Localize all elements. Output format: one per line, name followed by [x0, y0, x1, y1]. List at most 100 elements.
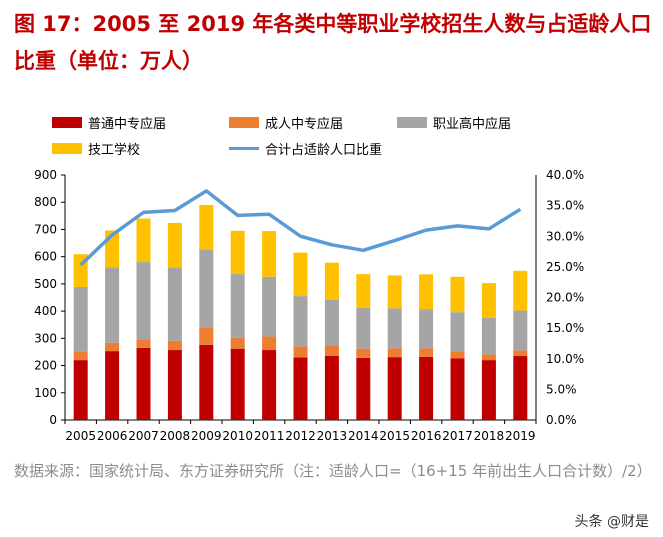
bar-2013-series-2	[324, 299, 339, 346]
y-tick-label: 100	[34, 386, 57, 400]
legend-swatch	[52, 117, 82, 128]
bar-2017-series-0	[450, 358, 465, 420]
y2-tick-label: 20.0%	[546, 291, 584, 305]
x-tick-label: 2009	[191, 429, 222, 443]
y2-tick-label: 5.0%	[546, 382, 577, 396]
bar-2007-series-3	[136, 218, 151, 263]
bar-2018-series-1	[481, 354, 496, 361]
y-tick-label: 500	[34, 277, 57, 291]
bar-2012-series-1	[293, 346, 308, 358]
bar-2010-series-1	[230, 337, 245, 349]
bar-2015-series-1	[387, 348, 402, 358]
bar-2013-series-3	[324, 262, 339, 300]
x-tick-label: 2005	[65, 429, 96, 443]
y-tick-label: 200	[34, 359, 57, 373]
bar-2014-series-0	[356, 357, 371, 420]
legend-label: 普通中专应届	[88, 117, 167, 132]
legend-swatch	[229, 117, 259, 128]
bar-2006-series-2	[105, 267, 120, 343]
x-tick-label: 2016	[411, 429, 442, 443]
x-tick-label: 2006	[97, 429, 128, 443]
x-tick-label: 2015	[379, 429, 410, 443]
legend-swatch	[52, 143, 82, 154]
bar-2009-series-1	[199, 327, 214, 345]
y2-tick-label: 35.0%	[546, 199, 584, 213]
bar-2011-series-2	[262, 276, 277, 337]
bar-2008-series-0	[167, 350, 182, 420]
x-tick-label: 2008	[160, 429, 191, 443]
y-tick-label: 0	[49, 413, 57, 427]
x-tick-label: 2007	[128, 429, 159, 443]
y-tick-label: 600	[34, 250, 57, 264]
bar-2012-series-3	[293, 252, 308, 297]
legend-item-line: 合计占适龄人口比重	[229, 139, 382, 158]
bar-2019-series-2	[513, 310, 528, 351]
bar-2014-series-2	[356, 307, 371, 349]
legend-swatch	[397, 117, 427, 128]
bar-2018-series-3	[481, 283, 496, 318]
bar-2006-series-0	[105, 351, 120, 420]
bar-2015-series-2	[387, 308, 402, 349]
bar-2005-series-1	[73, 351, 88, 361]
bar-2005-series-2	[73, 286, 88, 352]
y2-tick-label: 30.0%	[546, 229, 584, 243]
y2-tick-label: 10.0%	[546, 352, 584, 366]
y2-tick-label: 0.0%	[546, 413, 577, 427]
legend-item-1: 成人中专应届	[229, 113, 343, 132]
x-tick-label: 2017	[442, 429, 473, 443]
x-tick-label: 2018	[474, 429, 505, 443]
y-tick-label: 800	[34, 195, 57, 209]
legend-label: 成人中专应届	[265, 117, 344, 132]
x-tick-label: 2013	[317, 429, 348, 443]
x-tick-label: 2019	[505, 429, 536, 443]
bar-2013-series-1	[324, 345, 339, 356]
bar-2006-series-1	[105, 342, 120, 352]
bar-2016-series-0	[419, 356, 434, 420]
bar-2009-series-2	[199, 249, 214, 328]
bar-2014-series-1	[356, 348, 371, 358]
bar-2008-series-3	[167, 222, 182, 268]
bar-2015-series-3	[387, 275, 402, 309]
bar-2018-series-0	[481, 360, 496, 420]
x-tick-label: 2011	[254, 429, 285, 443]
bar-2010-series-0	[230, 348, 245, 420]
bar-2011-series-1	[262, 336, 277, 351]
y2-tick-label: 15.0%	[546, 321, 584, 335]
legend-item-0: 普通中专应届	[52, 113, 166, 132]
bar-2019-series-0	[513, 356, 528, 420]
bar-2005-series-0	[73, 360, 88, 420]
bar-2010-series-2	[230, 274, 245, 338]
bar-2019-series-3	[513, 270, 528, 311]
bar-2017-series-3	[450, 276, 465, 313]
bar-2016-series-3	[419, 274, 434, 310]
bar-2017-series-1	[450, 351, 465, 359]
bar-2018-series-2	[481, 317, 496, 355]
bar-2011-series-0	[262, 350, 277, 420]
bar-2009-series-0	[199, 344, 214, 420]
bar-2016-series-1	[419, 348, 434, 357]
watermark: 头条 @财是	[574, 514, 649, 530]
chart-title: 图 17：2005 至 2019 年各类中等职业学校招生人数与占适龄人口比重（单…	[14, 12, 652, 73]
bar-2017-series-2	[450, 312, 465, 352]
bar-2012-series-0	[293, 357, 308, 420]
bar-2007-series-2	[136, 262, 151, 340]
y2-tick-label: 40.0%	[546, 168, 584, 182]
y2-tick-label: 25.0%	[546, 260, 584, 274]
y-tick-label: 400	[34, 304, 57, 318]
legend-item-3: 技工学校	[52, 139, 140, 158]
bar-2013-series-0	[324, 355, 339, 420]
bar-2010-series-3	[230, 230, 245, 275]
bar-2011-series-3	[262, 231, 277, 277]
bar-2012-series-2	[293, 296, 308, 347]
bar-2009-series-3	[199, 204, 214, 250]
bar-2014-series-3	[356, 274, 371, 308]
x-tick-label: 2014	[348, 429, 379, 443]
legend-label: 合计占适龄人口比重	[265, 143, 383, 158]
legend-item-2: 职业高中应届	[397, 113, 511, 132]
bar-2007-series-1	[136, 339, 151, 348]
y-tick-label: 900	[34, 168, 57, 182]
legend-label: 技工学校	[88, 143, 141, 158]
bar-2016-series-2	[419, 309, 434, 349]
bar-2008-series-2	[167, 267, 182, 341]
